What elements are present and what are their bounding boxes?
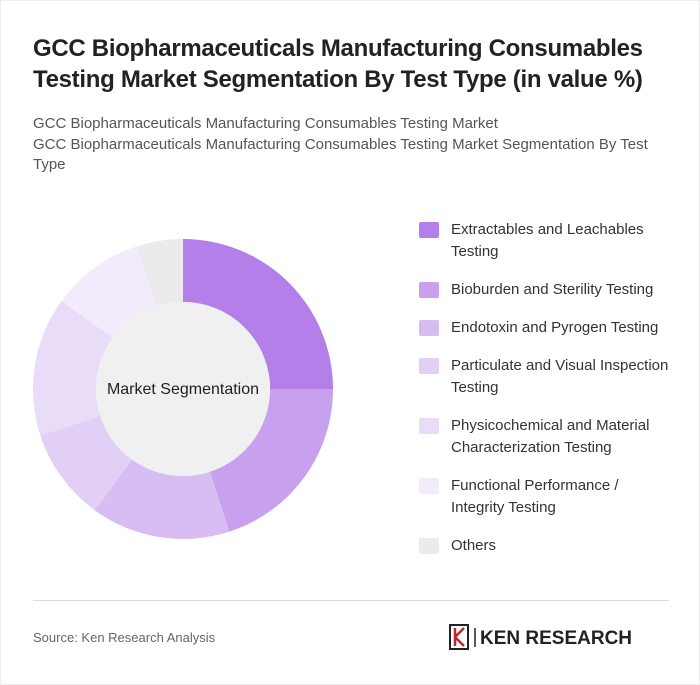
- legend-label: Physicochemical and Material Characteriz…: [451, 417, 650, 456]
- legend-swatch: [419, 358, 439, 374]
- legend-label: Others: [451, 537, 497, 554]
- chart-title: GCC Biopharmaceuticals Manufacturing Con…: [33, 35, 643, 93]
- source: Source: Ken Research Analysis: [33, 630, 216, 645]
- legend-item: Functional Performance / Integrity Testi…: [419, 475, 674, 519]
- legend-label: Endotoxin and Pyrogen Testing: [451, 319, 659, 336]
- legend-swatch: [419, 478, 439, 494]
- legend-swatch: [419, 320, 439, 336]
- subtitle: GCC Biopharmaceuticals Manufacturing Con…: [33, 136, 648, 173]
- legend-label: Extractables and Leachables Testing: [451, 221, 644, 260]
- legend-item: Endotoxin and Pyrogen Testing: [419, 317, 674, 339]
- donut-segment: [61, 246, 157, 338]
- legend-item: Extractables and Leachables Testing: [419, 219, 674, 263]
- donut-chart: Market Segmentation: [33, 239, 333, 539]
- legend-swatch: [419, 222, 439, 238]
- legend-swatch: [419, 282, 439, 298]
- logo: KEN RESEARCH: [449, 624, 632, 650]
- legend-label: Particulate and Visual Inspection Testin…: [451, 357, 669, 396]
- brand: KEN RESEARCH: [480, 628, 632, 649]
- legend-item: Physicochemical and Material Characteriz…: [419, 415, 674, 459]
- donut-segment: [40, 415, 132, 511]
- legend-swatch: [419, 538, 439, 554]
- donut-segment: [94, 459, 230, 539]
- donut-segment: [183, 239, 333, 389]
- donut-segment: [33, 300, 113, 436]
- legend-item: Bioburden and Sterility Testing: [419, 279, 674, 301]
- logo-icon: [449, 624, 469, 650]
- legend-swatch: [419, 418, 439, 434]
- legend-label: Bioburden and Sterility Testing: [451, 281, 654, 298]
- legend-item: Others: [419, 535, 674, 557]
- donut-hole: [96, 302, 270, 476]
- center-label: Market Segmentation: [107, 381, 259, 398]
- divider: [33, 600, 669, 601]
- logo-icon: [453, 627, 465, 647]
- donut-segment: [136, 239, 183, 307]
- subtitle: GCC Biopharmaceuticals Manufacturing Con…: [33, 115, 498, 132]
- legend-label: Functional Performance / Integrity Testi…: [451, 477, 619, 516]
- donut-segment: [209, 389, 333, 532]
- legend-item: Particulate and Visual Inspection Testin…: [419, 355, 674, 399]
- legend: Extractables and Leachables Testing Biobu…: [419, 219, 674, 557]
